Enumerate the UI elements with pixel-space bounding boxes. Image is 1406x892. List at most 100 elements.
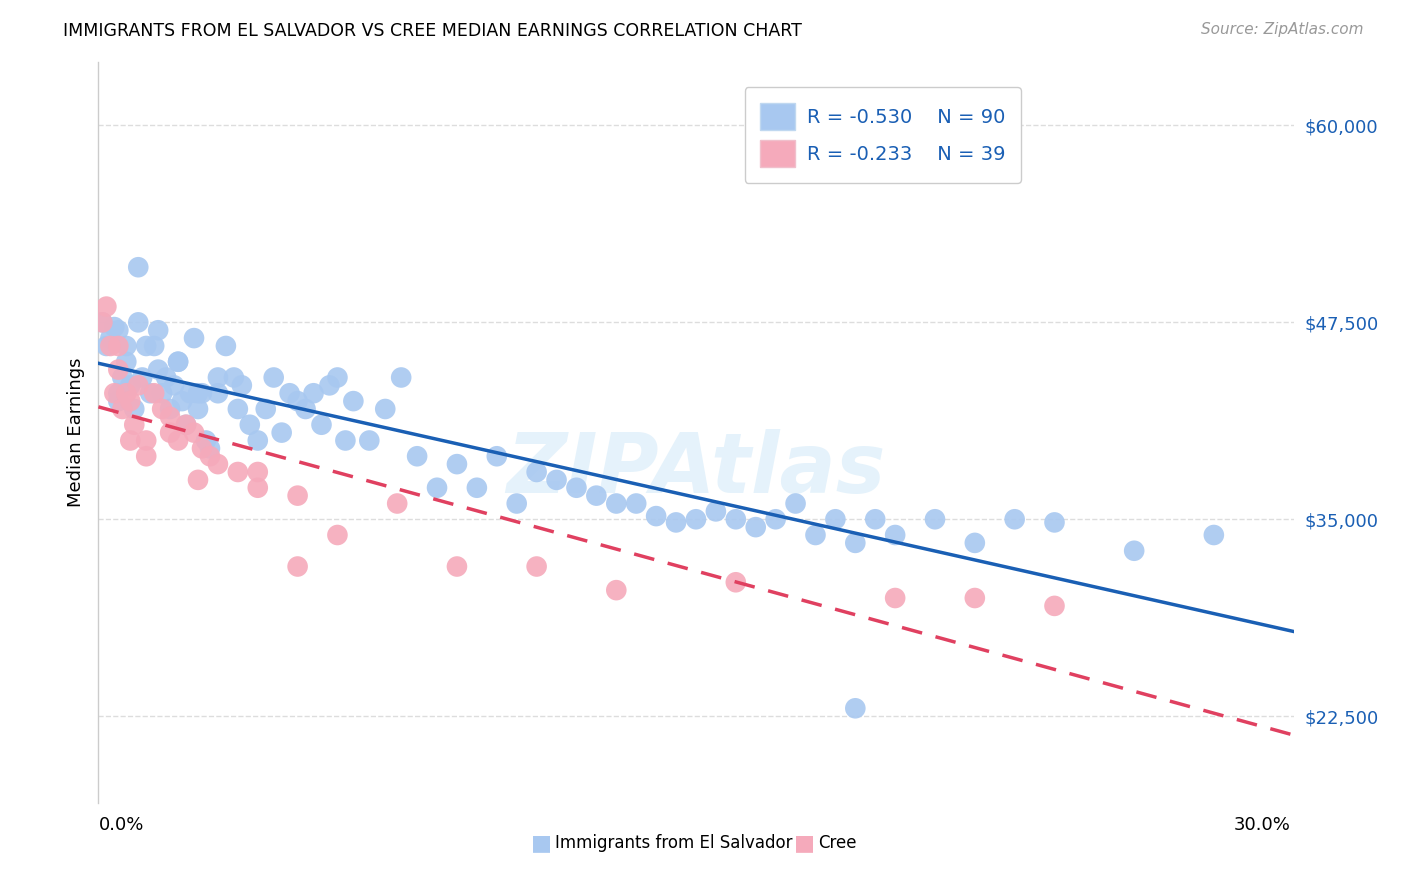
Point bbox=[115, 355, 138, 369]
Point bbox=[506, 496, 529, 510]
Point bbox=[155, 370, 177, 384]
Point bbox=[127, 378, 149, 392]
Text: 30.0%: 30.0% bbox=[1234, 816, 1291, 834]
Point bbox=[1123, 543, 1146, 558]
Point bbox=[111, 402, 134, 417]
Point bbox=[91, 315, 114, 329]
Point bbox=[115, 386, 138, 401]
Point bbox=[172, 394, 194, 409]
Point bbox=[924, 512, 946, 526]
Point bbox=[159, 402, 181, 417]
Point bbox=[98, 339, 122, 353]
Point bbox=[103, 320, 125, 334]
Point bbox=[704, 504, 727, 518]
Point bbox=[150, 402, 173, 417]
Point bbox=[107, 386, 129, 401]
Point bbox=[585, 489, 607, 503]
Point bbox=[844, 536, 866, 550]
Point bbox=[111, 370, 134, 384]
Point bbox=[159, 409, 181, 424]
Point bbox=[465, 481, 488, 495]
Point bbox=[884, 591, 907, 605]
Point bbox=[127, 315, 149, 329]
Point bbox=[222, 370, 245, 384]
Point bbox=[207, 370, 229, 384]
Point bbox=[124, 402, 146, 417]
Point bbox=[605, 583, 627, 598]
Point bbox=[263, 370, 285, 384]
Point bbox=[335, 434, 357, 448]
Text: Source: ZipAtlas.com: Source: ZipAtlas.com bbox=[1201, 22, 1364, 37]
Text: IMMIGRANTS FROM EL SALVADOR VS CREE MEDIAN EARNINGS CORRELATION CHART: IMMIGRANTS FROM EL SALVADOR VS CREE MEDI… bbox=[63, 22, 803, 40]
Point bbox=[446, 559, 468, 574]
Point bbox=[865, 512, 887, 526]
Point bbox=[98, 331, 122, 345]
Point bbox=[103, 386, 125, 401]
Point bbox=[626, 496, 648, 510]
Text: Cree: Cree bbox=[818, 834, 856, 852]
Point bbox=[605, 496, 627, 510]
Point bbox=[143, 339, 166, 353]
Point bbox=[135, 449, 157, 463]
Point bbox=[91, 315, 114, 329]
Point bbox=[163, 378, 186, 392]
Point bbox=[183, 425, 205, 440]
Point bbox=[485, 449, 508, 463]
Point bbox=[107, 323, 129, 337]
Point bbox=[143, 386, 166, 401]
Point bbox=[207, 457, 229, 471]
Point bbox=[278, 386, 301, 401]
Point bbox=[374, 402, 396, 417]
Point bbox=[1004, 512, 1026, 526]
Point bbox=[1043, 599, 1066, 613]
Point bbox=[326, 528, 349, 542]
Point bbox=[127, 260, 149, 275]
Point bbox=[107, 394, 129, 409]
Point bbox=[131, 370, 153, 384]
Point bbox=[724, 575, 747, 590]
Point bbox=[167, 355, 190, 369]
Point bbox=[148, 362, 170, 376]
Point bbox=[179, 386, 201, 401]
Point bbox=[191, 386, 214, 401]
Point bbox=[302, 386, 325, 401]
Text: 0.0%: 0.0% bbox=[98, 816, 143, 834]
Point bbox=[546, 473, 568, 487]
Point bbox=[446, 457, 468, 471]
Point bbox=[226, 465, 249, 479]
Point bbox=[824, 512, 846, 526]
Point bbox=[183, 331, 205, 345]
Point bbox=[389, 370, 412, 384]
Point bbox=[174, 417, 197, 432]
Point bbox=[426, 481, 449, 495]
Point bbox=[96, 300, 118, 314]
Text: ■: ■ bbox=[531, 833, 551, 853]
Point bbox=[187, 473, 209, 487]
Point bbox=[565, 481, 588, 495]
Point bbox=[135, 339, 157, 353]
Point bbox=[246, 481, 269, 495]
Point bbox=[311, 417, 333, 432]
Point bbox=[167, 434, 190, 448]
Text: ZIPAtlas: ZIPAtlas bbox=[506, 429, 886, 510]
Point bbox=[195, 434, 218, 448]
Point bbox=[120, 434, 142, 448]
Point bbox=[844, 701, 866, 715]
Point bbox=[96, 339, 118, 353]
Legend: R = -0.530    N = 90, R = -0.233    N = 39: R = -0.530 N = 90, R = -0.233 N = 39 bbox=[745, 87, 1021, 183]
Point bbox=[187, 402, 209, 417]
Point bbox=[120, 394, 142, 409]
Point bbox=[148, 323, 170, 337]
Text: Immigrants from El Salvador: Immigrants from El Salvador bbox=[555, 834, 793, 852]
Point bbox=[246, 434, 269, 448]
Point bbox=[1043, 516, 1066, 530]
Text: ■: ■ bbox=[794, 833, 814, 853]
Point bbox=[191, 442, 214, 456]
Point bbox=[246, 465, 269, 479]
Point bbox=[294, 402, 316, 417]
Point bbox=[963, 536, 986, 550]
Point bbox=[318, 378, 340, 392]
Point bbox=[406, 449, 429, 463]
Point bbox=[1202, 528, 1225, 542]
Point bbox=[231, 378, 253, 392]
